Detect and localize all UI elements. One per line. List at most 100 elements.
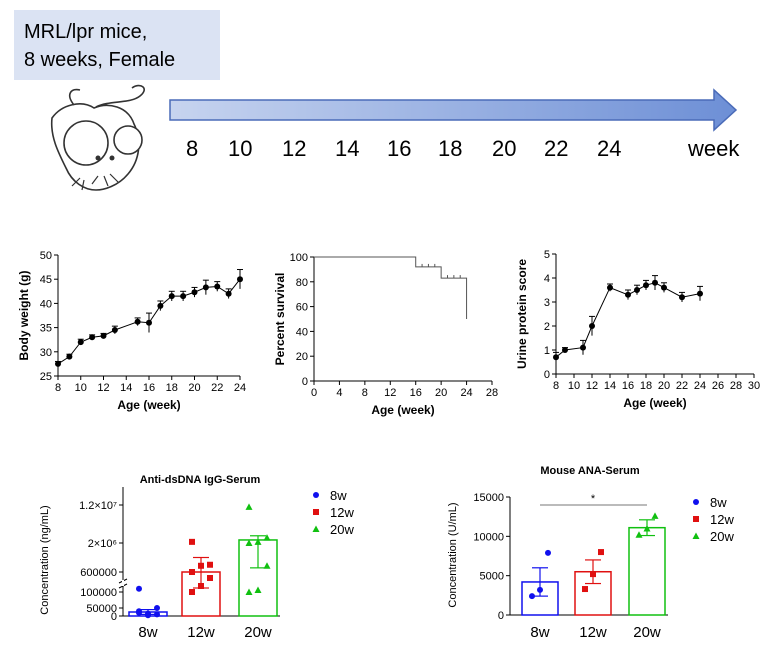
y-tick-label: 5 — [544, 249, 550, 261]
legend-marker — [313, 492, 319, 498]
data-point — [625, 291, 631, 298]
x-tick-label: 8w — [530, 624, 549, 641]
data-point — [634, 287, 640, 293]
legend-marker — [313, 509, 319, 515]
y-tick-label: 50000 — [86, 603, 117, 615]
chart-title: Anti-dsDNA IgG-Serum — [140, 474, 261, 486]
legend-label: 8w — [710, 495, 727, 510]
significance-label: * — [591, 493, 596, 505]
data-point — [697, 290, 703, 297]
data-point — [77, 339, 84, 346]
data-point — [245, 503, 253, 510]
y-tick-label: 1 — [544, 345, 550, 357]
data-point — [136, 609, 142, 616]
y-axis-label: Percent survival — [273, 273, 287, 366]
x-tick-label: 28 — [730, 380, 742, 392]
week-label-16: 16 — [387, 136, 412, 161]
y-tick-label: 600000 — [80, 567, 117, 579]
legend-marker — [693, 499, 699, 505]
data-point — [607, 284, 613, 291]
week-label-12: 12 — [282, 136, 307, 161]
x-tick-label: 8 — [362, 387, 368, 399]
week-label-22: 22 — [544, 136, 569, 161]
week-label-24: 24 — [597, 136, 622, 161]
data-point — [582, 586, 588, 593]
x-tick-label: 20 — [435, 387, 447, 399]
legend-label: 8w — [330, 488, 347, 503]
y-tick-label: 50 — [40, 250, 52, 262]
data-point — [145, 612, 151, 619]
data-point — [651, 512, 659, 519]
y-tick-label: 2×10⁶ — [88, 538, 117, 550]
week-label-8: 8 — [186, 136, 199, 161]
legend-label: 12w — [710, 512, 734, 527]
x-tick-label: 20w — [244, 624, 272, 641]
x-tick-label: 18 — [166, 382, 178, 394]
x-tick-label: 24 — [694, 380, 706, 392]
data-point — [134, 318, 141, 325]
x-tick-label: 14 — [120, 382, 132, 394]
y-tick-label: 100000 — [80, 587, 117, 599]
y-tick-label: 20 — [296, 351, 308, 363]
data-point — [191, 289, 198, 296]
x-tick-label: 14 — [604, 380, 616, 392]
x-tick-label: 30 — [748, 380, 760, 392]
legend-marker — [312, 525, 320, 532]
y-tick-label: 80 — [296, 277, 308, 289]
data-point — [157, 302, 164, 309]
data-point — [189, 538, 195, 545]
week-label-18: 18 — [438, 136, 463, 161]
x-tick-label: 20 — [658, 380, 670, 392]
x-tick-label: 12w — [579, 624, 607, 641]
y-tick-label: 0 — [111, 611, 117, 623]
data-point — [168, 293, 175, 300]
x-tick-label: 20 — [188, 382, 200, 394]
x-tick-label: 16 — [622, 380, 634, 392]
survival-step-line — [314, 256, 468, 319]
x-tick-label: 22 — [676, 380, 688, 392]
x-tick-label: 8w — [138, 624, 157, 641]
header-line-1: MRL/lpr mice, — [24, 21, 148, 43]
x-axis-label: Age (week) — [117, 398, 180, 412]
data-point — [643, 524, 651, 532]
data-point — [198, 562, 204, 569]
data-point — [136, 585, 142, 592]
data-point — [207, 575, 213, 581]
data-point — [55, 360, 61, 367]
y-tick-label: 4 — [544, 273, 550, 285]
data-point — [263, 534, 271, 541]
x-tick-label: 8 — [55, 382, 61, 394]
series-line — [57, 278, 241, 365]
data-point — [254, 586, 262, 593]
data-point — [146, 319, 152, 326]
data-point — [679, 294, 685, 301]
data-point — [214, 283, 221, 290]
data-point — [245, 588, 253, 595]
x-tick-label: 12w — [187, 624, 215, 641]
data-point — [237, 276, 243, 283]
y-tick-label: 1.2×10⁷ — [79, 500, 117, 512]
x-tick-label: 10 — [568, 380, 580, 392]
y-tick-label: 25 — [40, 371, 52, 383]
y-tick-label: 2 — [544, 321, 550, 333]
data-point — [100, 332, 107, 339]
y-tick-label: 30 — [40, 347, 52, 359]
x-tick-label: 22 — [211, 382, 223, 394]
x-axis-label: Age (week) — [371, 403, 434, 417]
y-tick-label: 3 — [544, 297, 550, 309]
chart-title: Mouse ANA-Serum — [540, 465, 639, 477]
legend-marker — [692, 532, 700, 539]
data-point — [562, 347, 568, 353]
legend-marker — [693, 516, 699, 522]
series-line — [555, 282, 701, 358]
data-point — [643, 282, 649, 289]
data-point — [254, 538, 262, 545]
axis-break-gap — [122, 580, 124, 586]
data-point — [529, 593, 535, 600]
x-tick-label: 20w — [633, 624, 661, 641]
header-line-2: 8 weeks, Female — [24, 49, 176, 71]
x-tick-label: 16 — [410, 387, 422, 399]
week-unit-label: week — [688, 136, 740, 161]
data-point — [589, 323, 595, 329]
data-point — [111, 327, 118, 334]
